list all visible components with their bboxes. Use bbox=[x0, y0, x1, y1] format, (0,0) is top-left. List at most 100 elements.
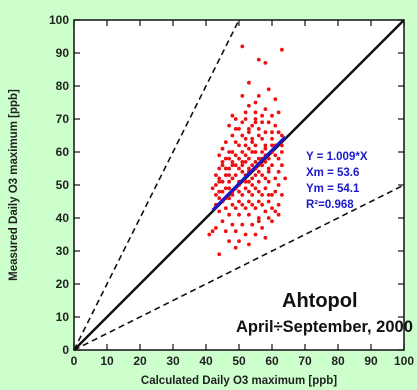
data-point bbox=[273, 209, 278, 214]
data-point bbox=[240, 44, 245, 49]
data-point bbox=[233, 173, 238, 178]
fit-equation: Y = 1.009*X bbox=[306, 151, 368, 163]
data-point bbox=[240, 222, 245, 227]
dashed-bound-line bbox=[73, 19, 240, 351]
data-point bbox=[263, 107, 268, 111]
data-point bbox=[227, 123, 232, 128]
data-point bbox=[243, 136, 248, 141]
data-point bbox=[247, 130, 251, 135]
data-point bbox=[273, 189, 278, 194]
data-point bbox=[223, 140, 228, 145]
data-point bbox=[270, 163, 274, 168]
y-tick-label: 0 bbox=[62, 343, 69, 357]
data-point bbox=[263, 209, 268, 214]
data-point bbox=[276, 156, 281, 161]
data-point bbox=[243, 206, 248, 211]
data-point bbox=[276, 183, 281, 187]
y-tick-label: 80 bbox=[56, 79, 70, 93]
data-point bbox=[276, 110, 281, 115]
data-point bbox=[280, 193, 284, 197]
data-point bbox=[273, 153, 278, 158]
data-point bbox=[266, 120, 271, 125]
data-point bbox=[266, 156, 271, 161]
dashed-bound-line bbox=[73, 184, 405, 351]
data-point bbox=[230, 160, 235, 164]
data-point bbox=[256, 199, 261, 204]
data-point bbox=[270, 219, 274, 224]
data-point bbox=[243, 160, 248, 164]
data-point bbox=[227, 150, 232, 154]
data-point bbox=[237, 126, 241, 131]
data-point bbox=[223, 229, 228, 234]
data-point bbox=[214, 173, 218, 178]
fit-r-squared: R²=0.968 bbox=[306, 199, 354, 211]
x-tick-label: 40 bbox=[199, 354, 213, 368]
data-point bbox=[243, 143, 248, 148]
data-points bbox=[207, 44, 288, 257]
data-point bbox=[256, 169, 261, 174]
data-point bbox=[240, 193, 245, 197]
data-point bbox=[253, 186, 258, 191]
data-point bbox=[253, 110, 258, 115]
y-tick-label: 10 bbox=[56, 310, 70, 324]
data-point bbox=[233, 153, 238, 158]
data-point bbox=[230, 193, 235, 197]
period-title: April÷September, 2000 bbox=[236, 318, 413, 336]
data-point bbox=[240, 120, 245, 125]
data-point bbox=[230, 222, 235, 227]
data-point bbox=[233, 245, 238, 250]
x-tick-label: 30 bbox=[166, 354, 180, 368]
data-point bbox=[280, 47, 284, 52]
axis-ticks: 0 10 20 30 40 50 60 70 80 90 100 0 10 20 30 40 50 60 70 80 9… bbox=[49, 13, 414, 368]
data-point bbox=[253, 232, 258, 237]
y-tick-label: 90 bbox=[56, 46, 70, 60]
data-point bbox=[250, 176, 255, 181]
data-point bbox=[260, 120, 264, 125]
data-point bbox=[233, 163, 238, 168]
data-point bbox=[263, 176, 268, 181]
data-point bbox=[256, 219, 261, 224]
data-point bbox=[223, 186, 228, 191]
y-tick-label: 50 bbox=[56, 178, 70, 192]
data-point bbox=[247, 146, 251, 151]
x-tick-label: 50 bbox=[232, 354, 246, 368]
data-point bbox=[247, 242, 251, 247]
data-point bbox=[220, 160, 225, 164]
x-tick-label: 70 bbox=[298, 354, 312, 368]
data-point bbox=[250, 140, 255, 145]
data-point bbox=[260, 136, 264, 141]
data-point bbox=[243, 110, 248, 115]
data-point bbox=[266, 193, 271, 197]
data-point bbox=[280, 150, 284, 154]
data-point bbox=[223, 166, 228, 171]
data-point bbox=[214, 183, 218, 187]
data-point bbox=[256, 216, 261, 220]
data-point bbox=[250, 163, 255, 168]
data-point bbox=[250, 123, 255, 128]
data-point bbox=[247, 166, 251, 171]
data-point bbox=[240, 163, 245, 168]
data-point bbox=[217, 166, 222, 171]
data-point bbox=[240, 133, 245, 138]
data-point bbox=[214, 193, 218, 197]
data-point bbox=[250, 193, 255, 197]
data-point bbox=[243, 232, 248, 237]
data-point bbox=[256, 94, 261, 98]
data-point bbox=[220, 189, 225, 194]
data-point bbox=[220, 179, 225, 184]
data-point bbox=[217, 196, 222, 201]
data-point bbox=[247, 126, 251, 131]
data-point bbox=[240, 160, 245, 164]
data-point bbox=[270, 206, 274, 211]
x-tick-label: 20 bbox=[133, 354, 147, 368]
data-point bbox=[237, 156, 241, 161]
data-point bbox=[227, 239, 232, 244]
data-point bbox=[270, 136, 274, 141]
data-point bbox=[230, 150, 235, 154]
data-point bbox=[266, 169, 271, 174]
x-tick-label: 100 bbox=[394, 354, 414, 368]
data-point bbox=[220, 146, 225, 151]
data-point bbox=[276, 212, 281, 217]
data-point bbox=[266, 179, 271, 184]
